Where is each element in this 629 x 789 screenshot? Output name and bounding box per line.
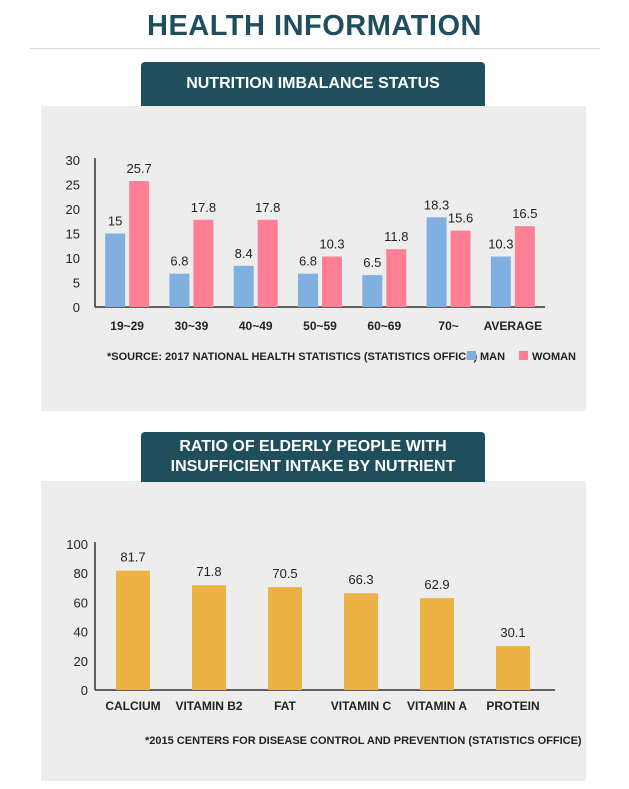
chart1-title: NUTRITION IMBALANCE STATUS <box>141 62 485 106</box>
bar-woman <box>322 256 342 307</box>
data-label: 6.8 <box>170 254 188 269</box>
data-label: 10.3 <box>488 237 513 252</box>
data-label: 16.5 <box>512 206 537 221</box>
x-tick-label: PROTEIN <box>486 699 539 713</box>
data-label: 66.3 <box>348 572 373 587</box>
bar <box>344 593 378 690</box>
y-tick-label: 10 <box>66 251 80 266</box>
y-tick-label: 0 <box>73 300 80 315</box>
x-tick-label: 50~59 <box>303 319 337 333</box>
x-tick-label: 60~69 <box>367 319 401 333</box>
data-label: 6.5 <box>363 255 381 270</box>
chart2-source: *2015 CENTERS FOR DISEASE CONTROL AND PR… <box>145 735 582 747</box>
data-label: 11.8 <box>384 229 408 244</box>
bar-woman <box>129 181 150 307</box>
data-label: 6.8 <box>299 254 317 269</box>
chart2-title-line-1: RATIO OF ELDERLY PEOPLE WITH <box>179 438 447 455</box>
y-tick-label: 40 <box>74 625 88 640</box>
bar-man <box>298 273 318 307</box>
chart1-source: *SOURCE: 2017 NATIONAL HEALTH STATISTICS… <box>107 351 477 363</box>
data-label: 81.7 <box>120 550 145 565</box>
bar-man <box>169 273 190 307</box>
bar-man <box>362 275 383 307</box>
y-tick-label: 5 <box>73 276 80 291</box>
data-label: 70.5 <box>272 566 297 581</box>
page-title: HEALTH INFORMATION <box>147 10 482 42</box>
y-tick-label: 25 <box>66 178 80 193</box>
legend-label-woman: WOMAN <box>532 351 576 363</box>
x-tick-label: 70~ <box>438 319 458 333</box>
x-tick-label: VITAMIN B2 <box>175 699 242 713</box>
data-label: 17.8 <box>255 200 280 215</box>
chart2-title: RATIO OF ELDERLY PEOPLE WITH INSUFFICIEN… <box>141 432 485 482</box>
x-tick-label: AVERAGE <box>484 319 542 333</box>
bar-man <box>426 217 447 307</box>
data-label: 17.8 <box>191 200 216 215</box>
bar-man <box>490 256 511 307</box>
data-label: 8.4 <box>235 246 253 261</box>
y-tick-label: 20 <box>74 654 88 669</box>
bar-woman <box>257 219 278 307</box>
bar-man <box>233 265 254 307</box>
x-tick-label: 19~29 <box>110 319 144 333</box>
data-label: 15 <box>108 214 122 229</box>
data-label: 71.8 <box>196 564 221 579</box>
y-tick-label: 80 <box>74 566 88 581</box>
data-label: 15.6 <box>448 211 473 226</box>
legend-label-man: MAN <box>480 351 505 363</box>
data-label: 18.3 <box>424 197 449 212</box>
x-tick-label: VITAMIN A <box>407 699 467 713</box>
bar <box>192 585 226 690</box>
data-label: 25.7 <box>126 161 151 176</box>
data-label: 10.3 <box>319 237 344 252</box>
bar-woman <box>193 219 214 307</box>
y-tick-label: 0 <box>81 683 88 698</box>
y-tick-label: 60 <box>74 595 88 610</box>
bar <box>496 646 530 690</box>
bar-woman <box>386 249 407 307</box>
title-divider <box>30 48 600 49</box>
data-label: 62.9 <box>424 577 449 592</box>
bar <box>116 570 150 690</box>
bar <box>420 598 454 690</box>
bar-woman <box>450 230 471 307</box>
bar-man <box>105 233 126 307</box>
legend-swatch-man <box>467 351 476 360</box>
chart2-title-line-2: INSUFFICIENT INTAKE BY NUTRIENT <box>170 458 456 475</box>
y-tick-label: 100 <box>66 537 88 552</box>
x-tick-label: CALCIUM <box>105 699 160 713</box>
x-tick-label: 40~49 <box>239 319 273 333</box>
x-tick-label: 30~39 <box>175 319 209 333</box>
bar <box>268 587 302 690</box>
x-tick-label: VITAMIN C <box>331 699 392 713</box>
y-tick-label: 15 <box>66 227 80 242</box>
legend-swatch-woman <box>519 351 528 360</box>
y-tick-label: 30 <box>66 153 80 168</box>
bar-woman <box>514 226 535 307</box>
y-tick-label: 20 <box>66 202 80 217</box>
x-tick-label: FAT <box>274 699 296 713</box>
data-label: 30.1 <box>500 625 525 640</box>
